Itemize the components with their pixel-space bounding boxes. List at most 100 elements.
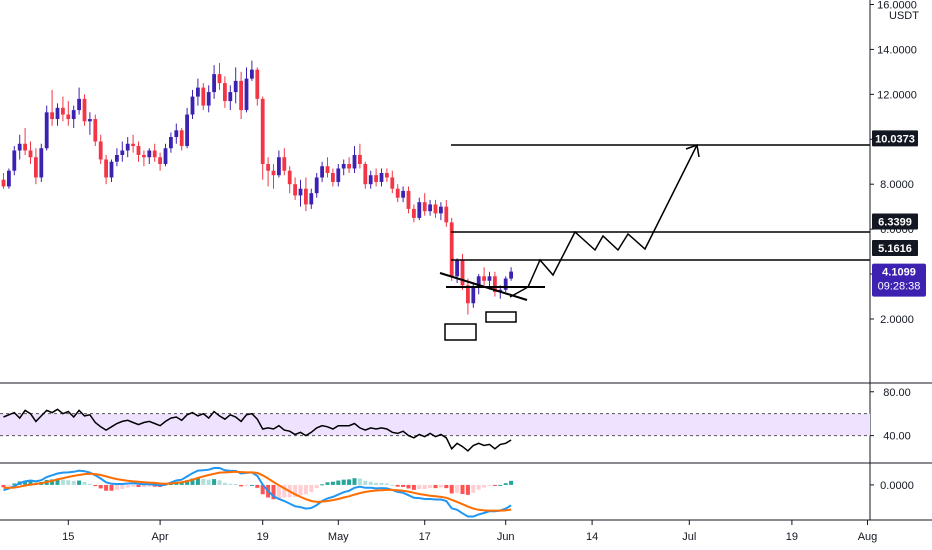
candle[interactable]	[395, 188, 400, 198]
rsi-pane[interactable]: 80.00 40.00	[0, 387, 911, 452]
candle[interactable]	[109, 161, 114, 178]
candle[interactable]	[320, 166, 324, 178]
candle[interactable]	[228, 92, 233, 102]
candle[interactable]	[282, 157, 287, 171]
candle[interactable]	[212, 74, 216, 93]
candle[interactable]	[190, 96, 195, 115]
candle[interactable]	[412, 208, 416, 218]
candle[interactable]	[401, 190, 405, 198]
projection-path[interactable]	[509, 144, 698, 298]
candle[interactable]	[352, 154, 357, 169]
candle[interactable]	[163, 148, 168, 164]
candle[interactable]	[244, 78, 249, 111]
candle[interactable]	[233, 80, 238, 93]
candle[interactable]	[444, 206, 449, 223]
candle[interactable]	[482, 276, 486, 281]
candle[interactable]	[98, 141, 103, 160]
candle[interactable]	[142, 154, 146, 158]
candle[interactable]	[61, 107, 65, 115]
candle[interactable]	[487, 276, 492, 281]
candle[interactable]	[347, 163, 351, 169]
candle[interactable]	[509, 271, 513, 279]
candle[interactable]	[217, 74, 222, 84]
candle[interactable]	[77, 98, 81, 111]
candle[interactable]	[358, 154, 362, 164]
candle[interactable]	[82, 98, 87, 122]
candle[interactable]	[125, 143, 130, 151]
candle[interactable]	[250, 69, 254, 79]
candle[interactable]	[503, 278, 508, 290]
candle[interactable]	[104, 159, 108, 178]
candle[interactable]	[71, 110, 76, 120]
candle[interactable]	[179, 130, 184, 147]
rsi-line[interactable]	[3, 408, 512, 452]
candle[interactable]	[368, 175, 373, 185]
candle[interactable]	[293, 184, 297, 196]
macd-line[interactable]	[3, 467, 512, 518]
candle[interactable]	[7, 170, 11, 187]
candle[interactable]	[28, 150, 33, 158]
candle[interactable]	[374, 175, 378, 182]
candle[interactable]	[66, 114, 71, 120]
candle[interactable]	[341, 163, 346, 169]
candle[interactable]	[466, 285, 470, 304]
candle[interactable]	[277, 157, 281, 176]
candle[interactable]	[428, 204, 432, 212]
candle[interactable]	[304, 188, 308, 205]
candle[interactable]	[152, 150, 157, 158]
candle[interactable]	[223, 83, 227, 102]
candle[interactable]	[417, 202, 422, 218]
candle[interactable]	[476, 276, 481, 288]
candle[interactable]	[239, 80, 243, 111]
bottom-box-1[interactable]	[444, 323, 477, 341]
candle[interactable]	[147, 150, 152, 158]
candle[interactable]	[44, 112, 49, 149]
candle[interactable]	[23, 143, 27, 151]
candle[interactable]	[439, 206, 443, 214]
candle[interactable]	[169, 137, 173, 149]
candle[interactable]	[196, 87, 200, 97]
candle[interactable]	[12, 150, 17, 171]
candle[interactable]	[379, 172, 384, 182]
candle[interactable]	[449, 222, 454, 277]
candle[interactable]	[314, 177, 319, 194]
candle[interactable]	[136, 146, 141, 155]
candle[interactable]	[433, 204, 438, 214]
candle[interactable]	[174, 130, 179, 138]
candle[interactable]	[55, 107, 60, 120]
candle[interactable]	[266, 163, 270, 171]
candle[interactable]	[298, 188, 303, 196]
candle[interactable]	[131, 143, 135, 147]
candle[interactable]	[1, 179, 6, 187]
candle[interactable]	[493, 276, 497, 293]
candle[interactable]	[422, 202, 427, 212]
drawings-layer[interactable]	[439, 143, 870, 341]
candle[interactable]	[185, 114, 189, 147]
candle[interactable]	[287, 170, 292, 185]
candle[interactable]	[406, 190, 411, 209]
candle[interactable]	[50, 112, 54, 120]
candle[interactable]	[88, 119, 92, 122]
candle[interactable]	[309, 193, 314, 205]
candle[interactable]	[385, 172, 389, 178]
candle[interactable]	[17, 143, 22, 151]
candle[interactable]	[93, 119, 98, 142]
candle[interactable]	[34, 157, 38, 178]
candle[interactable]	[201, 87, 206, 106]
candle[interactable]	[455, 260, 459, 277]
candle[interactable]	[255, 69, 260, 99]
candle[interactable]	[390, 177, 395, 189]
candle[interactable]	[115, 154, 119, 162]
candle[interactable]	[336, 168, 341, 182]
candle[interactable]	[460, 260, 465, 286]
macd-pane[interactable]: 0.0000	[1, 467, 914, 518]
candle[interactable]	[271, 170, 276, 176]
candle[interactable]	[260, 98, 265, 164]
candle[interactable]	[206, 92, 211, 106]
candle[interactable]	[120, 150, 125, 155]
candle[interactable]	[363, 163, 368, 185]
candle[interactable]	[471, 287, 476, 304]
candle[interactable]	[158, 157, 162, 164]
candle[interactable]	[39, 148, 44, 178]
